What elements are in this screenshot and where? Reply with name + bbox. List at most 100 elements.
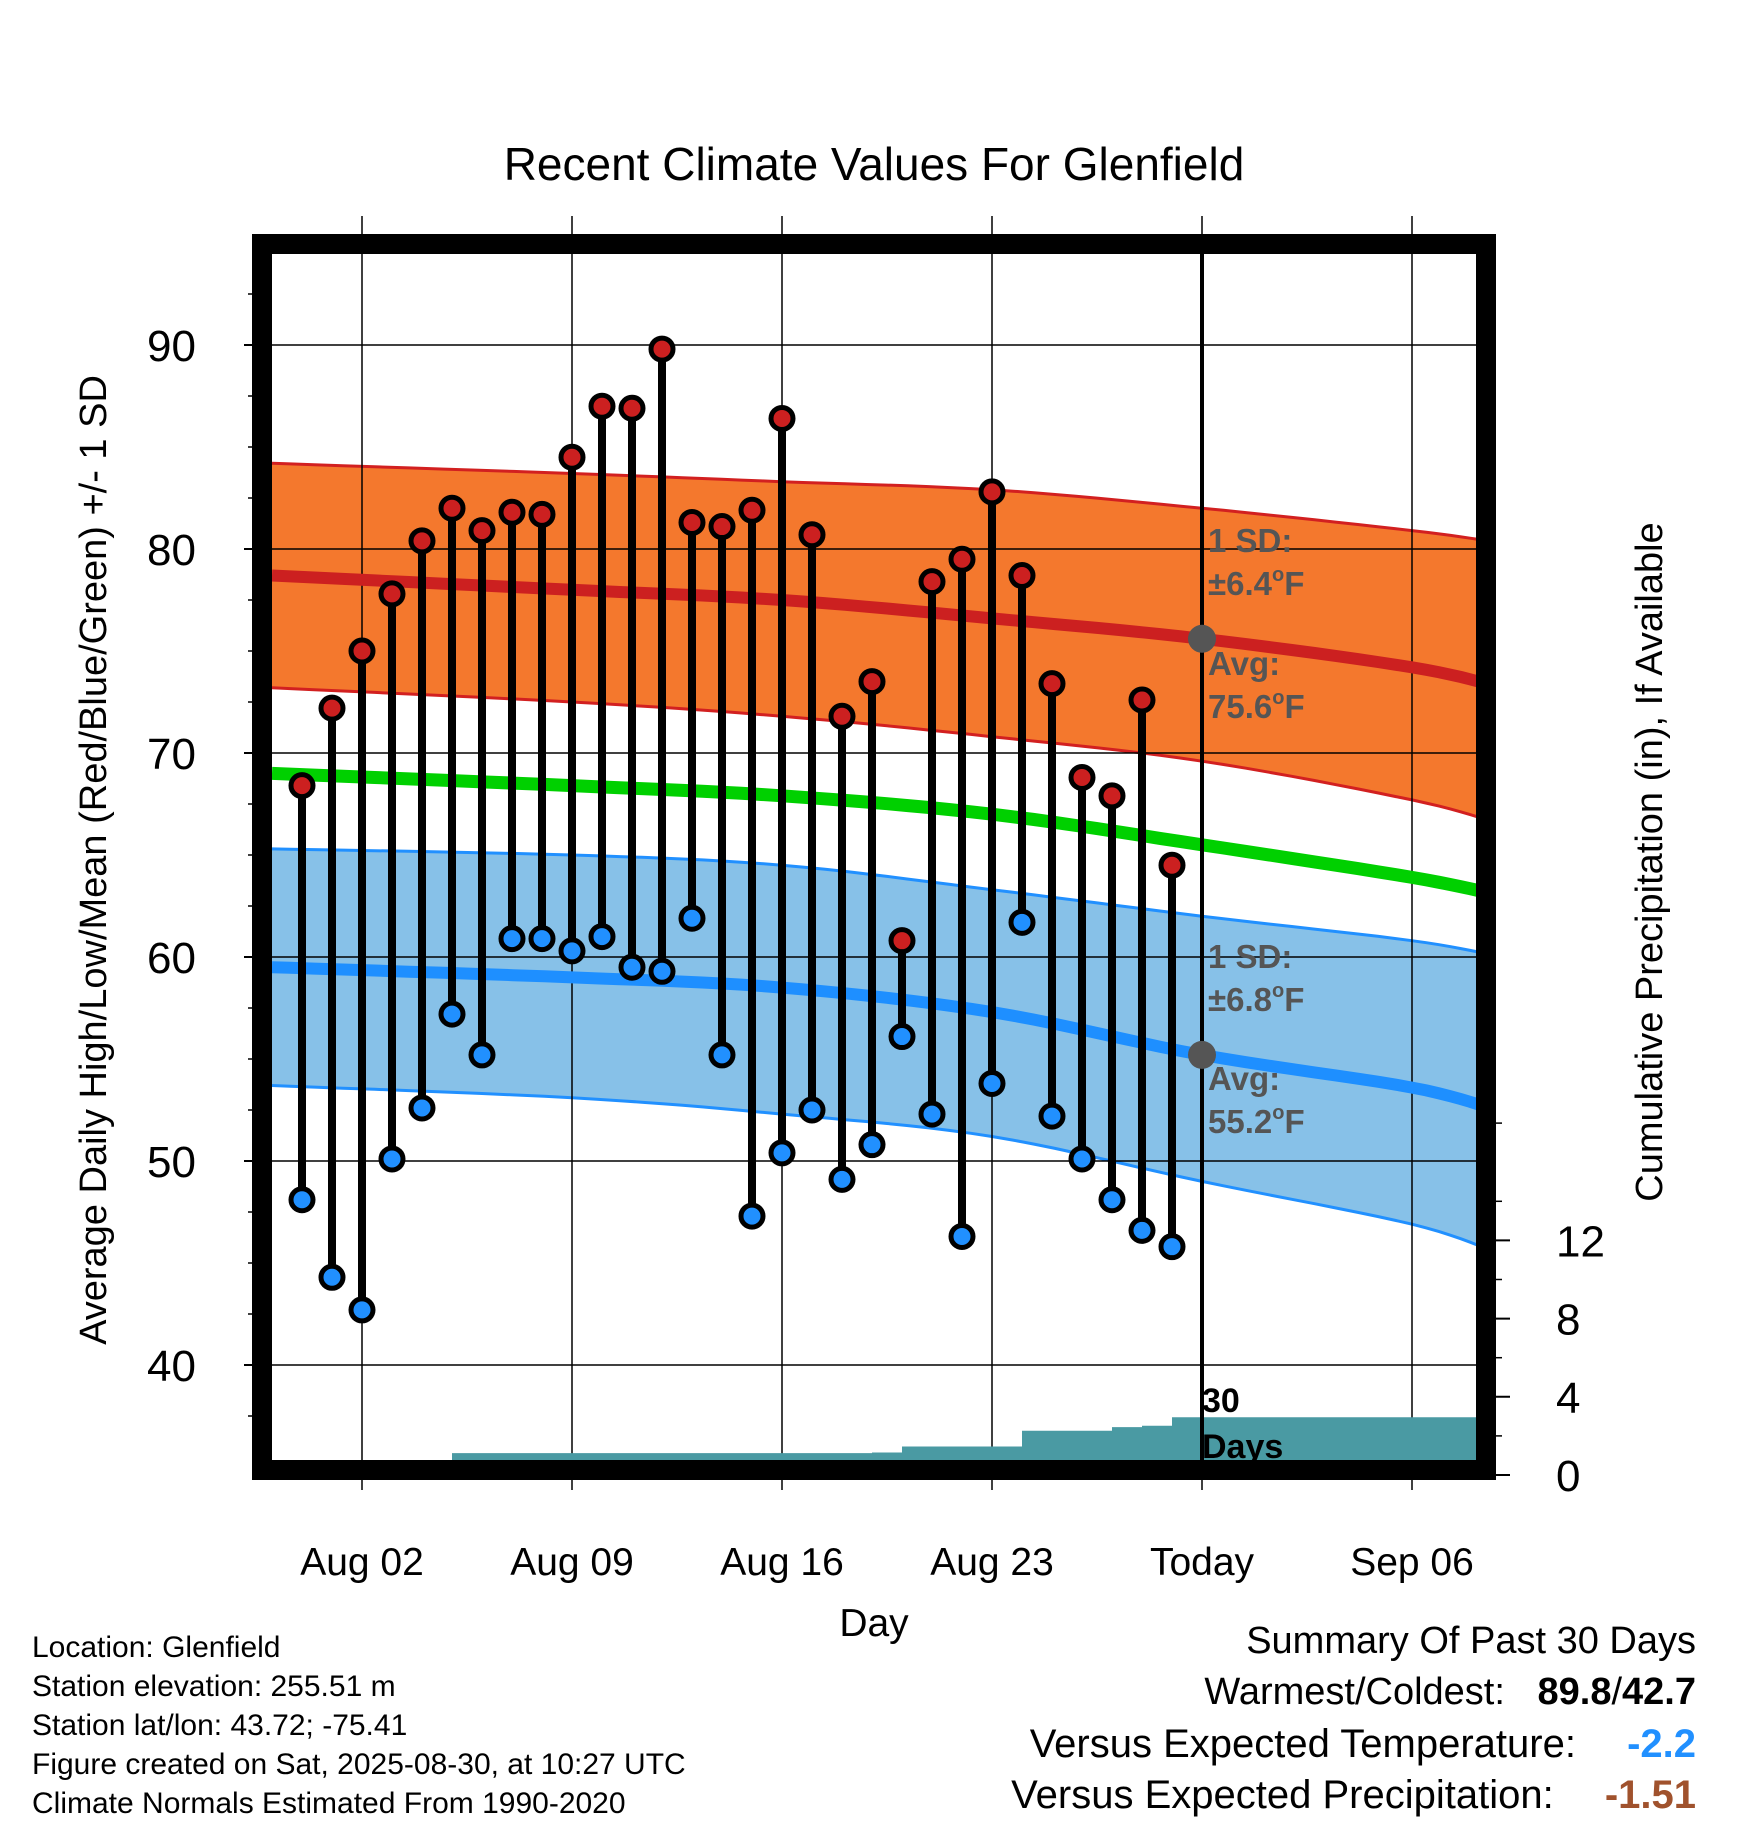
high-avg-value: 75.6oF bbox=[1208, 687, 1305, 725]
daily-high-point bbox=[678, 508, 706, 536]
daily-high-point bbox=[798, 521, 826, 549]
daily-high-point bbox=[528, 500, 556, 528]
daily-high-point bbox=[828, 702, 856, 730]
high-sd-label: 1 SD: bbox=[1208, 522, 1292, 559]
summary-title: Summary Of Past 30 Days bbox=[1246, 1620, 1696, 1662]
daily-low-point bbox=[1158, 1233, 1186, 1261]
today-high-avg-dot bbox=[1188, 624, 1216, 653]
high-avg-value-degree: o bbox=[1272, 687, 1284, 709]
daily-high-point bbox=[1128, 686, 1156, 714]
low-avg-value-degree: o bbox=[1272, 1102, 1284, 1124]
low-sd-label: 1 SD: bbox=[1208, 938, 1292, 975]
low-avg-value: 55.2oF bbox=[1208, 1102, 1305, 1140]
y-tick-label: 40 bbox=[147, 1342, 196, 1391]
daily-low-point bbox=[348, 1296, 376, 1324]
daily-low-point bbox=[288, 1186, 316, 1214]
daily-high-point bbox=[708, 513, 736, 541]
daily-low-point bbox=[828, 1165, 856, 1193]
daily-low-point bbox=[1098, 1186, 1126, 1214]
x-tick-label: Aug 16 bbox=[720, 1541, 844, 1584]
daily-low-point bbox=[858, 1131, 886, 1159]
summary-separator: / bbox=[1611, 1671, 1623, 1713]
daily-high-point bbox=[858, 668, 886, 696]
precip-period-label-line2: Days bbox=[1202, 1428, 1283, 1466]
daily-low-point bbox=[678, 904, 706, 932]
daily-high-point bbox=[918, 568, 946, 596]
daily-low-point bbox=[1128, 1216, 1156, 1244]
daily-high-point bbox=[738, 496, 766, 524]
low-sd-value-unit: F bbox=[1284, 981, 1304, 1018]
low-sd-band bbox=[272, 848, 1486, 1249]
summary-precip-value: -1.51 bbox=[1604, 1773, 1696, 1817]
x-tick-label: Aug 09 bbox=[510, 1541, 634, 1584]
daily-low-point bbox=[798, 1096, 826, 1124]
summary-precip-row: Versus Expected Precipitation: -1.51 bbox=[1011, 1773, 1696, 1818]
precip-period-label-line1: 30 bbox=[1202, 1382, 1240, 1420]
y2-tick-label: 0 bbox=[1556, 1452, 1580, 1501]
daily-high-point bbox=[618, 394, 646, 422]
daily-high-point bbox=[888, 927, 916, 955]
precipitation-area bbox=[452, 1417, 1486, 1470]
daily-low-point bbox=[618, 953, 646, 981]
y2-axis-label: Cumulative Precipitation (in), If Availa… bbox=[1629, 522, 1671, 1201]
daily-high-point bbox=[978, 478, 1006, 506]
daily-high-point bbox=[408, 527, 436, 555]
daily-low-point bbox=[978, 1069, 1006, 1097]
summary-warm-cold-value: 89.8/42.7 bbox=[1538, 1671, 1697, 1714]
plot-frame bbox=[252, 234, 1496, 1480]
daily-low-point bbox=[918, 1100, 946, 1128]
y-tick-label: 70 bbox=[147, 730, 196, 779]
daily-low-point bbox=[948, 1222, 976, 1250]
summary-warm-cold-row: Warmest/Coldest: 89.8/42.7 bbox=[1204, 1671, 1696, 1714]
info-elevation: Station elevation: 255.51 m bbox=[32, 1670, 396, 1703]
y2-tick-label: 8 bbox=[1556, 1296, 1580, 1345]
x-tick-label: Aug 02 bbox=[300, 1541, 424, 1584]
y2-tick-label: 12 bbox=[1556, 1217, 1605, 1266]
daily-high-point bbox=[468, 517, 496, 545]
y-tick-label: 50 bbox=[147, 1138, 196, 1187]
daily-low-point bbox=[738, 1202, 766, 1230]
daily-high-point bbox=[1158, 851, 1186, 879]
daily-low-point bbox=[438, 1000, 466, 1028]
low-sd-value: ±6.8oF bbox=[1208, 980, 1304, 1018]
info-latlon: Station lat/lon: 43.72; -75.41 bbox=[32, 1709, 408, 1742]
daily-high-point bbox=[378, 580, 406, 608]
high-sd-value-unit: F bbox=[1284, 565, 1304, 602]
high-sd-value: ±6.4oF bbox=[1208, 564, 1304, 602]
info-created: Figure created on Sat, 2025-08-30, at 10… bbox=[32, 1748, 686, 1781]
high-avg-label: Avg: bbox=[1208, 645, 1280, 682]
axes: 40 50 60 70 80 90 0 4 8 12 Aug 02 Aug 09 Aug 16 Aug 2… bbox=[73, 234, 1671, 1645]
summary-warm-cold-label: Warmest/Coldest: bbox=[1204, 1671, 1505, 1713]
y-axis-label: Average Daily High/Low/Mean (Red/Blue/Gr… bbox=[73, 375, 115, 1345]
low-avg-label: Avg: bbox=[1208, 1060, 1280, 1097]
daily-high-point bbox=[588, 392, 616, 420]
daily-low-point bbox=[1038, 1102, 1066, 1130]
daily-high-point bbox=[648, 335, 676, 363]
daily-low-point bbox=[468, 1041, 496, 1069]
high-sd-value-degree: o bbox=[1272, 564, 1284, 586]
info-location: Location: Glenfield bbox=[32, 1631, 281, 1664]
y2-tick-label: 4 bbox=[1556, 1374, 1580, 1423]
daily-low-point bbox=[708, 1041, 736, 1069]
chart-title: Recent Climate Values For Glenfield bbox=[504, 138, 1245, 190]
daily-low-point bbox=[768, 1139, 796, 1167]
daily-high-point bbox=[288, 772, 316, 800]
today-marker bbox=[1188, 244, 1216, 1470]
y-tick-label: 90 bbox=[147, 322, 196, 371]
high-avg-value-unit: F bbox=[1284, 688, 1304, 725]
summary-temp-value: -2.2 bbox=[1627, 1722, 1696, 1766]
summary-temp-row: Versus Expected Temperature: -2.2 bbox=[1030, 1722, 1696, 1767]
daily-low-point bbox=[588, 923, 616, 951]
daily-high-point bbox=[348, 637, 376, 665]
y-tick-label: 60 bbox=[147, 934, 196, 983]
daily-high-point bbox=[948, 545, 976, 573]
daily-high-point bbox=[438, 494, 466, 522]
daily-low-point bbox=[318, 1263, 346, 1291]
daily-high-point bbox=[498, 498, 526, 526]
daily-high-point bbox=[318, 694, 346, 722]
daily-low-point bbox=[1008, 908, 1036, 936]
daily-high-point bbox=[1038, 670, 1066, 698]
daily-low-point bbox=[408, 1094, 436, 1122]
x-axis-label: Day bbox=[839, 1602, 909, 1645]
